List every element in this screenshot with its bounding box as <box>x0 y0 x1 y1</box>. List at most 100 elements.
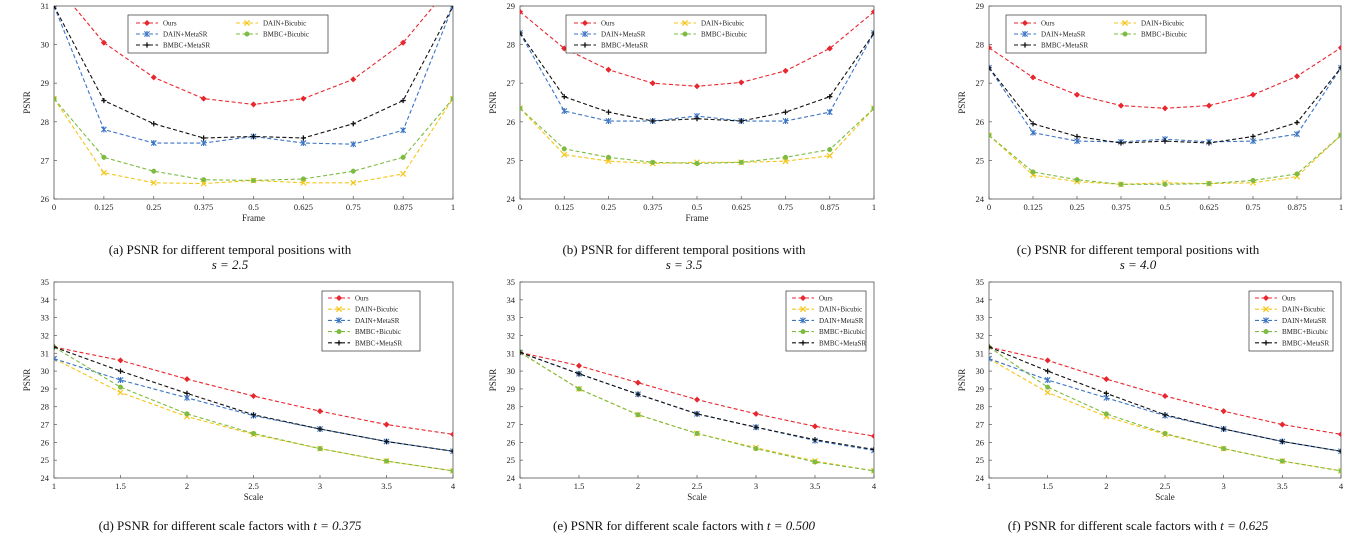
point-3-2-0 <box>51 356 56 362</box>
point-4-3-4 <box>754 446 759 451</box>
ytick-label-3-3: 27 <box>41 420 50 430</box>
ytick-label-2-5: 29 <box>976 1 985 11</box>
point-2-3-7 <box>1295 172 1300 177</box>
legend-label-4-0: Ours <box>819 295 833 303</box>
point-1-4-4 <box>694 116 699 121</box>
ytick-label-3-9: 33 <box>41 313 50 323</box>
caption-e: (e) PSNR for different scale factors wit… <box>462 518 906 533</box>
series-line-3-2 <box>54 359 453 452</box>
legend-3: OursDAIN+BicubicDAIN+MetaSRBMBC+BicubicB… <box>322 291 420 351</box>
point-5-3-1 <box>1045 385 1050 390</box>
caption-d: (d) PSNR for different scale factors wit… <box>0 518 460 533</box>
caption-d-text: (d) PSNR for different scale factors wit… <box>99 518 310 533</box>
xtick-label-5-0: 1 <box>987 481 991 491</box>
point-0-4-7 <box>401 98 406 103</box>
ytick-label-3-2: 26 <box>41 437 50 447</box>
legend-label-4-4: BMBC+MetaSR <box>819 339 866 347</box>
point-0-2-7 <box>401 127 406 133</box>
point-4-4-5 <box>812 437 817 442</box>
point-2-0-7 <box>1294 74 1299 79</box>
xtick-label-5-1: 1.5 <box>1042 481 1053 491</box>
legend-label-5-0: Ours <box>1282 295 1296 303</box>
series-line-5-0 <box>989 347 1341 434</box>
ytick-label-4-0: 24 <box>507 473 516 483</box>
point-5-0-3 <box>1162 393 1167 398</box>
point-0-4-5 <box>301 135 306 140</box>
point-3-3-5 <box>384 459 389 464</box>
point-1-3-4 <box>695 161 700 166</box>
point-2-2-7 <box>1294 131 1299 137</box>
series-group-3 <box>51 344 455 473</box>
point-1-0-2 <box>606 67 611 72</box>
caption-b-math: s = 3.5 <box>666 257 703 272</box>
ytick-label-4-3: 27 <box>507 420 516 430</box>
legend-label-1-0: Ours <box>601 20 615 28</box>
point-0-3-2 <box>151 169 156 174</box>
point-1-3-3 <box>650 160 655 165</box>
legend-5: Ours DAIN+Bicubic DAIN+MetaSR BMBC+Bicubic B… <box>1249 291 1333 351</box>
point-0-3-5 <box>301 177 306 182</box>
point-0-3-4 <box>251 178 256 183</box>
point-2-4-7 <box>1294 120 1299 125</box>
xtick-label-0-4: 0.5 <box>248 202 259 212</box>
point-3-0-2 <box>184 377 189 382</box>
xtick-label-4-6: 4 <box>872 481 877 491</box>
point-5-3-5 <box>1280 459 1285 464</box>
series-line-4-0 <box>520 352 874 436</box>
point-1-3-5 <box>739 160 744 165</box>
point-1-3-6 <box>783 155 788 160</box>
point-5-4-2 <box>1104 391 1109 396</box>
point-1-3-1 <box>562 147 567 152</box>
xtick-label-0-5: 0.625 <box>294 202 313 212</box>
point-0-3-8 <box>451 96 456 101</box>
point-1-3-0 <box>518 106 523 111</box>
point-3-1-1 <box>118 390 123 395</box>
xtick-label-2-3: 0.375 <box>1111 202 1130 212</box>
point-4-3-5 <box>813 460 818 465</box>
ytick-label-4-2: 26 <box>507 437 516 447</box>
ytick-label-3-5: 29 <box>41 384 50 394</box>
point-4-0-6 <box>871 434 876 439</box>
ytick-label-4-9: 33 <box>507 313 516 323</box>
point-4-4-6 <box>871 447 876 452</box>
legend-label-1-3: BMBC+Bicubic <box>701 31 747 39</box>
point-2-0-2 <box>1074 92 1079 97</box>
point-1-4-6 <box>783 110 788 115</box>
legend-marker-4-3 <box>801 329 806 334</box>
xtick-label-5-4: 3 <box>1222 481 1226 491</box>
xtick-label-1-8: 1 <box>872 202 876 212</box>
legend-label-2-3: BMBC+Bicubic <box>1141 31 1187 39</box>
series-line-0-1 <box>54 99 453 184</box>
ytick-label-4-8: 32 <box>507 330 516 340</box>
caption-f-text: (f) PSNR for different scale factors wit… <box>1008 518 1217 533</box>
legend-label-4-1: DAIN+Bicubic <box>819 306 862 314</box>
caption-b: (b) PSNR for different temporal position… <box>462 242 906 272</box>
yaxis-label-0: PSNR <box>22 91 32 114</box>
ytick-label-3-4: 28 <box>41 402 50 412</box>
legend-marker-3-3 <box>337 329 342 334</box>
point-3-3-1 <box>118 385 123 390</box>
xtick-label-2-0: 0 <box>987 202 991 212</box>
ytick-label-5-9: 33 <box>976 313 985 323</box>
point-1-3-2 <box>606 155 611 160</box>
xtick-label-0-1: 0.125 <box>94 202 113 212</box>
point-0-4-6 <box>351 121 356 126</box>
xaxis-label-3: Scale <box>244 492 264 502</box>
ytick-label-5-3: 27 <box>976 420 985 430</box>
legend-label-2-1: DAIN+Bicubic <box>1141 20 1184 28</box>
ytick-label-0-2: 28 <box>41 117 50 127</box>
point-0-1-7 <box>401 171 406 176</box>
point-2-0-1 <box>1030 75 1035 80</box>
ytick-label-5-4: 28 <box>976 402 985 412</box>
xtick-label-1-3: 0.375 <box>643 202 662 212</box>
point-0-0-6 <box>351 77 356 82</box>
xtick-label-1-4: 0.5 <box>692 202 703 212</box>
chart-3: 2425262728293031323334351 1.5 2 2.5 3 3.5 4Sca… <box>22 277 456 502</box>
ytick-label-5-0: 24 <box>976 473 985 483</box>
xtick-label-3-3: 2.5 <box>248 481 259 491</box>
legend-label-0-3: BMBC+Bicubic <box>263 31 309 39</box>
series-line-2-0 <box>989 48 1341 109</box>
ytick-label-3-11: 35 <box>41 277 50 287</box>
legend-label-5-4: BMBC+MetaSR <box>1282 339 1329 347</box>
series-line-5-2 <box>989 359 1341 452</box>
